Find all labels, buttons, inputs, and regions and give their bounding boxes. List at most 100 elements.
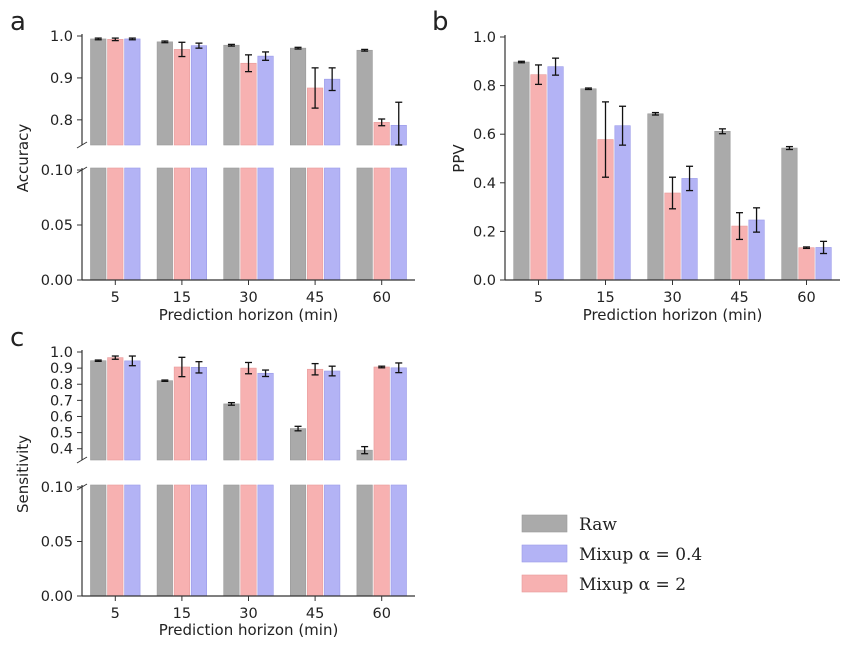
legend-label: Mixup α = 0.4	[579, 545, 702, 565]
bar-mixup-2-5	[107, 357, 124, 461]
bar-raw-5	[513, 61, 530, 281]
x-tick-label: 5	[111, 606, 120, 622]
bar-raw-30	[223, 403, 240, 461]
bar-mixup-0-4-15	[190, 484, 207, 597]
bar-mixup-0-4-30	[257, 372, 274, 461]
bar-mixup-0-4-15	[190, 167, 207, 281]
legend: Raw Mixup α = 0.4 Mixup α = 2	[521, 514, 702, 595]
x-tick-label: 45	[306, 606, 324, 622]
x-tick-label: 45	[730, 290, 748, 306]
bar-mixup-0-4-5	[124, 360, 141, 461]
x-tick-label: 60	[372, 606, 390, 622]
bar-raw-45	[289, 428, 307, 461]
bar-mixup-0-4-45	[324, 167, 341, 281]
bar-raw-45	[289, 47, 307, 146]
bar-mixup-2-45	[307, 484, 324, 597]
bar-mixup-0-4-5	[547, 66, 564, 281]
bar-raw-30	[223, 484, 240, 597]
x-tick-label: 30	[239, 290, 257, 306]
bar-raw-15	[156, 484, 173, 597]
bar-mixup-2-60	[798, 247, 815, 281]
y-tick-label: 0.8	[473, 79, 496, 95]
bar-mixup-0-4-45	[324, 484, 341, 597]
panel-a: a 0.8 0.9 1.0 0.00 0.05 0.10 5 15 30 45 60 Predictio…	[10, 7, 415, 324]
x-tick-label: 60	[372, 290, 390, 306]
axis-break-mark	[76, 141, 88, 149]
panel-label-a: a	[10, 7, 26, 37]
bar-mixup-0-4-30	[257, 484, 274, 597]
y-tick-label: 0.10	[41, 480, 73, 496]
bar-mixup-2-30	[240, 367, 257, 461]
legend-swatch	[521, 544, 568, 563]
bar-mixup-2-5	[107, 167, 124, 281]
y-tick-label: 0.2	[473, 224, 496, 240]
bar-mixup-2-30	[240, 484, 257, 597]
legend-swatch	[521, 514, 568, 533]
y-tick-label: 0.9	[50, 71, 73, 87]
axis-break-mark	[76, 166, 88, 174]
y-tick-label: 1.0	[50, 29, 73, 45]
bar-raw-5	[90, 38, 107, 146]
panel-c: c 0.40.50.60.70.80.91.0 0.00 0.05 0.10 5 15 30 4…	[10, 323, 415, 639]
y-tick-label: 0.8	[50, 377, 73, 393]
legend-swatch	[521, 574, 568, 593]
panel-label-c: c	[10, 323, 24, 353]
bar-mixup-0-4-15	[190, 45, 207, 146]
bar-raw-15	[580, 88, 597, 281]
x-tick-label: 15	[173, 606, 191, 622]
bar-raw-15	[156, 167, 173, 281]
bar-raw-30	[223, 167, 240, 281]
bar-mixup-2-15	[173, 167, 190, 281]
y-tick-label: 0.6	[50, 409, 73, 425]
bar-mixup-0-4-30	[257, 167, 274, 281]
y-axis-label: Sensitivity	[14, 435, 32, 513]
bar-mixup-2-60	[373, 366, 390, 461]
x-tick-label: 30	[663, 290, 681, 306]
x-tick-label: 5	[534, 290, 543, 306]
y-tick-label: 0.05	[41, 535, 73, 551]
y-tick-label: 0.9	[50, 361, 73, 377]
x-axis-label: Prediction horizon (min)	[583, 306, 763, 324]
bar-mixup-2-5	[530, 74, 547, 281]
bar-mixup-2-30	[240, 167, 257, 281]
bar-raw-60	[356, 49, 373, 146]
legend-label: Raw	[579, 515, 617, 535]
bar-mixup-0-4-30	[681, 178, 698, 281]
bar-mixup-2-5	[107, 484, 124, 597]
bar-raw-5	[90, 167, 107, 281]
bar-mixup-0-4-15	[190, 367, 207, 461]
y-tick-label: 0.4	[50, 442, 73, 458]
bar-raw-60	[781, 147, 798, 281]
y-tick-label: 1.0	[50, 345, 73, 361]
bar-mixup-2-60	[373, 484, 390, 597]
bar-raw-60	[356, 484, 373, 597]
x-axis-label: Prediction horizon (min)	[159, 306, 339, 324]
bar-mixup-0-4-15	[614, 125, 631, 281]
bar-mixup-2-5	[107, 39, 124, 146]
y-tick-label: 0.7	[50, 393, 73, 409]
y-tick-label: 0.6	[473, 127, 496, 143]
bar-mixup-0-4-60	[390, 167, 407, 281]
bar-raw-5	[90, 484, 107, 597]
y-tick-label: 0.10	[41, 163, 73, 179]
bar-mixup-2-15	[173, 366, 190, 461]
bar-raw-30	[647, 113, 664, 281]
bar-mixup-0-4-5	[124, 484, 141, 597]
bar-raw-60	[356, 167, 373, 281]
bar-raw-30	[223, 44, 240, 146]
y-tick-label: 0.4	[473, 176, 496, 192]
x-tick-label: 15	[173, 290, 191, 306]
y-tick-label: 0.0	[473, 273, 496, 289]
legend-label: Mixup α = 2	[579, 575, 686, 595]
axis-break-mark	[76, 483, 88, 491]
bar-mixup-0-4-60	[390, 484, 407, 597]
y-tick-label: 0.00	[41, 273, 73, 289]
bar-mixup-2-15	[173, 484, 190, 597]
bar-raw-15	[156, 380, 173, 461]
bar-raw-45	[289, 484, 307, 597]
bar-mixup-0-4-45	[324, 370, 341, 461]
bar-raw-5	[90, 360, 107, 461]
bar-mixup-2-45	[307, 368, 324, 461]
